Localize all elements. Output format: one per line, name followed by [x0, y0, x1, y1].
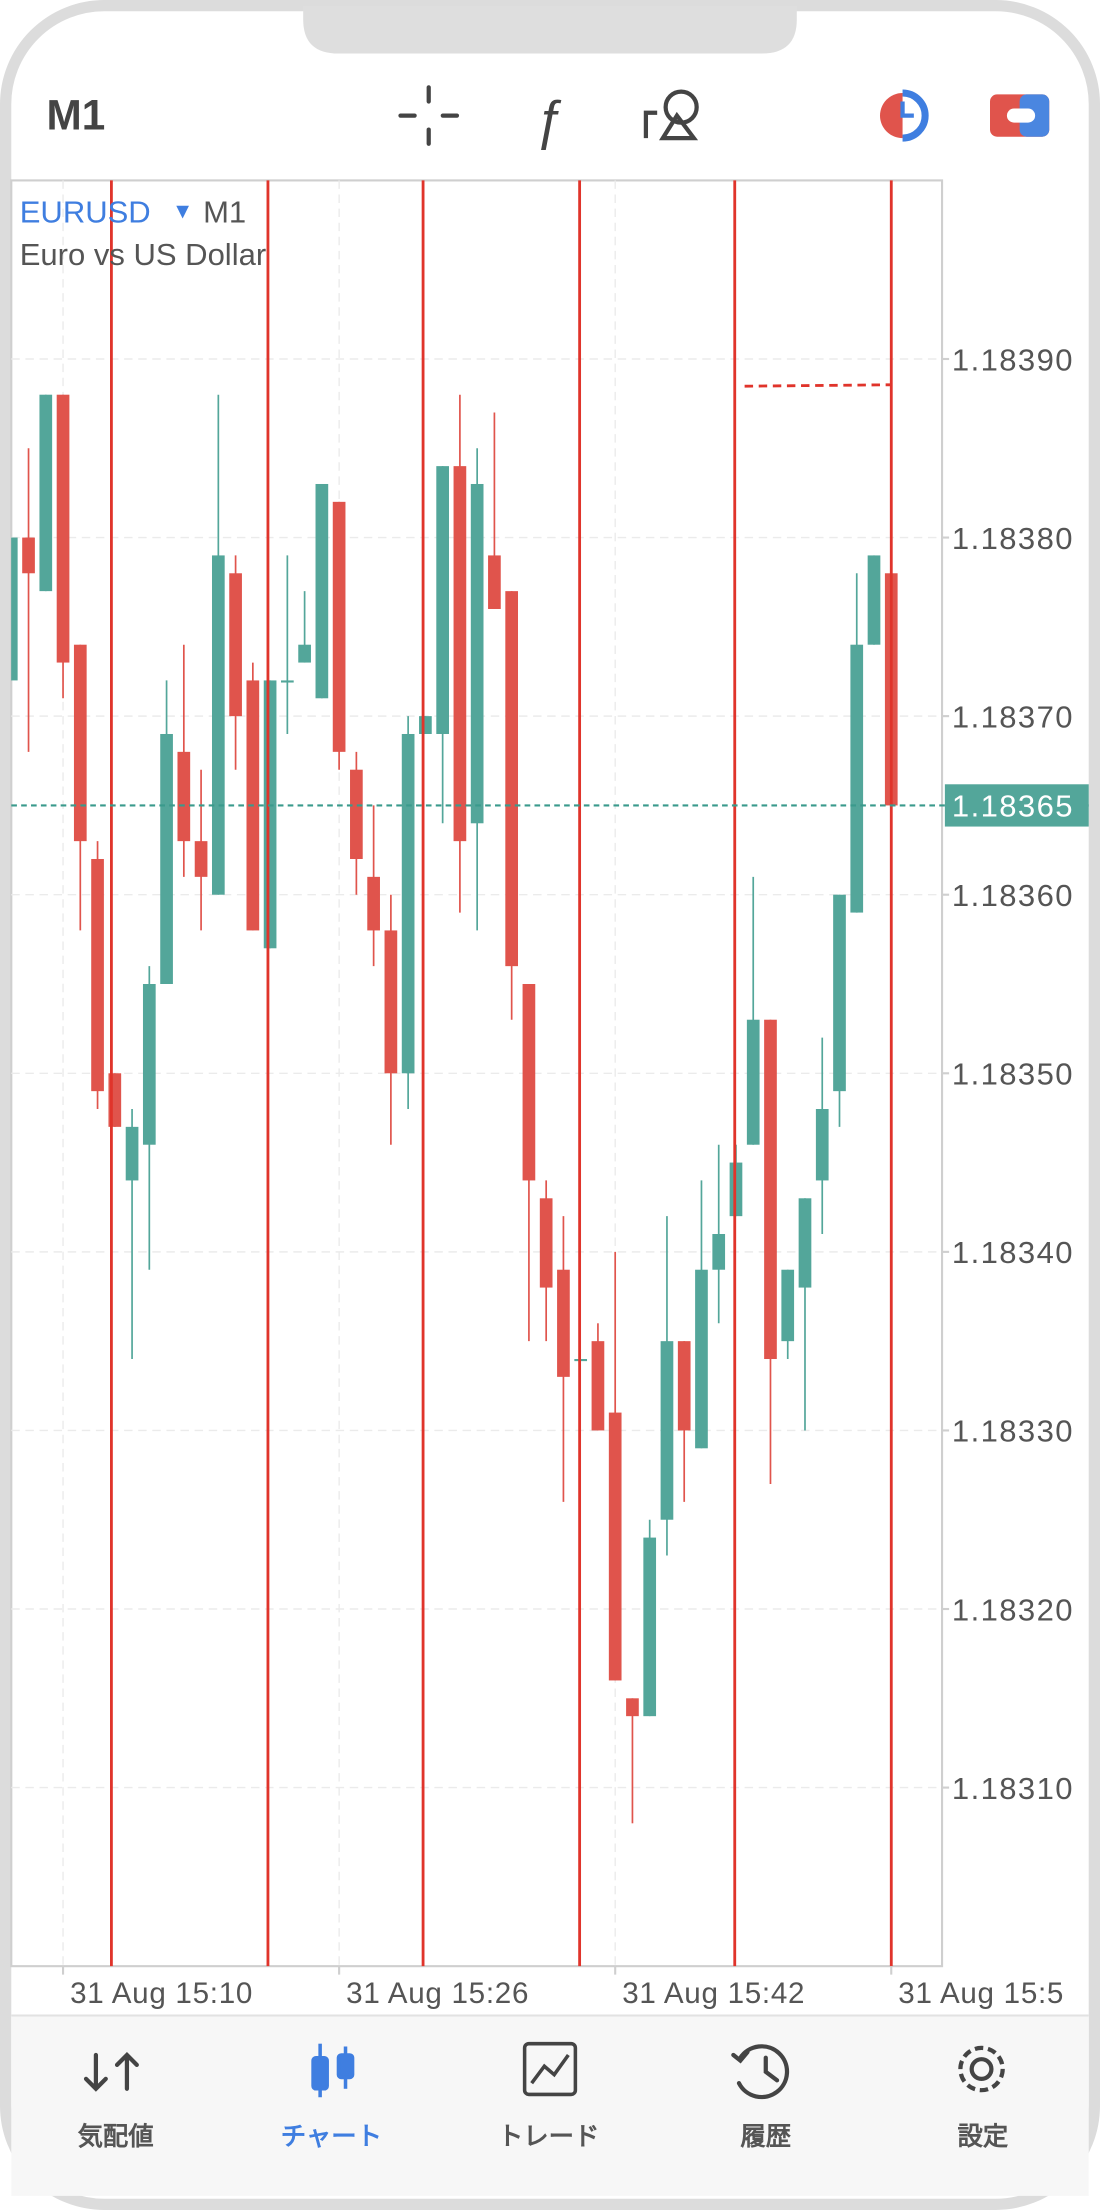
x-tick-label: 31 Aug 15:26	[346, 1977, 529, 2010]
candle-body	[453, 466, 467, 842]
candle-body	[350, 769, 363, 859]
candle-body	[660, 1341, 674, 1520]
chart-timeframe: M1	[203, 195, 246, 230]
candle-body	[522, 983, 536, 1181]
candle-body	[263, 680, 277, 949]
candle-body	[470, 483, 484, 824]
candle-body	[73, 644, 87, 842]
tabs: 気配値 チャート トレード 履歴 設定	[78, 2122, 1009, 2151]
y-tick-label: 1.18370	[952, 699, 1074, 734]
candle-body	[712, 1234, 726, 1270]
candle-body	[367, 876, 380, 931]
candle-body	[91, 858, 104, 1092]
candle-body	[833, 894, 846, 1092]
candle-body	[608, 1412, 622, 1681]
symbol-dropdown[interactable]	[176, 205, 189, 219]
history-icon[interactable]	[731, 2044, 790, 2100]
candle-body	[298, 644, 311, 663]
tab-label[interactable]: 気配値	[78, 2122, 154, 2151]
candle-body	[557, 1269, 570, 1377]
y-tick-label: 1.18390	[952, 342, 1074, 377]
candle-body	[142, 983, 156, 1145]
candle-body	[677, 1341, 691, 1431]
candle-body	[22, 537, 35, 574]
y-tick-label: 1.18350	[952, 1057, 1074, 1092]
candle-body	[643, 1537, 657, 1717]
x-tick-label: 31 Aug 15:42	[622, 1977, 805, 2010]
candle-body	[764, 1019, 777, 1360]
candle-body	[229, 573, 242, 717]
tab-label[interactable]: チャート	[281, 2123, 382, 2151]
settings-icon[interactable]	[958, 2045, 1005, 2093]
notch	[303, 5, 797, 54]
timeframe-button[interactable]: M1	[47, 92, 106, 139]
x-tick-label: 31 Aug 15:5	[898, 1977, 1064, 2010]
objects-icon[interactable]	[643, 89, 699, 141]
candle-body	[281, 680, 294, 683]
trade-icon[interactable]	[880, 89, 929, 142]
candle-body	[384, 930, 398, 1074]
candle-body	[419, 716, 432, 734]
tab-bar	[11, 2015, 1089, 2196]
candle-body	[332, 501, 346, 752]
candle-body	[39, 394, 53, 592]
axes: 1.18390 1.18380 1.18370 1.18360 1.18350 1.183…	[11, 342, 1089, 2010]
candle-body	[11, 537, 18, 681]
candle-body	[867, 555, 881, 645]
candle-body	[401, 733, 415, 1074]
candle-body	[850, 644, 864, 913]
candle-body	[56, 394, 70, 663]
current-price-box	[944, 784, 1089, 827]
candle-body	[781, 1269, 795, 1342]
tab-label[interactable]: 履歴	[740, 2123, 791, 2151]
y-tick-label: 1.18360	[952, 878, 1074, 913]
x-tick-label: 31 Aug 15:10	[70, 1977, 253, 2010]
quotes-icon[interactable]	[83, 2051, 139, 2092]
candle-body	[746, 1019, 760, 1145]
candle-body	[177, 751, 191, 842]
candles	[11, 394, 898, 1824]
indicator-icon[interactable]: ƒ	[534, 91, 564, 151]
candle-body	[505, 591, 519, 967]
candle-body	[798, 1198, 812, 1288]
chart-icon[interactable]	[311, 2043, 355, 2098]
account-icon[interactable]	[990, 94, 1050, 137]
vertical-lines	[110, 180, 893, 1967]
trade-tab-icon[interactable]	[522, 2041, 578, 2097]
y-tick-label: 1.18380	[952, 521, 1074, 556]
candle-body	[626, 1698, 639, 1717]
symbol[interactable]: EURUSD	[20, 195, 151, 230]
symbol-description: Euro vs US Dollar	[20, 237, 266, 272]
y-tick-label: 1.18320	[952, 1592, 1074, 1627]
candle-body	[695, 1269, 708, 1449]
tab-label[interactable]: トレード	[498, 2123, 599, 2151]
candle-body	[436, 466, 449, 734]
tab-label[interactable]: 設定	[958, 2122, 1009, 2151]
candle-body	[160, 733, 173, 984]
candle-body	[539, 1198, 553, 1288]
candle-body	[125, 1126, 139, 1181]
current-price-label: 1.18365	[952, 789, 1074, 824]
y-tick-label: 1.18340	[952, 1235, 1074, 1270]
y-tick-label: 1.18310	[952, 1771, 1074, 1806]
y-tick-label: 1.18330	[952, 1414, 1074, 1449]
candle-body	[211, 555, 225, 895]
candle-body	[591, 1341, 605, 1431]
candle-body	[815, 1109, 829, 1181]
candle-body	[315, 483, 329, 699]
candle-body	[194, 841, 208, 877]
crosshair-icon[interactable]	[398, 85, 460, 146]
dashed-line	[744, 383, 892, 388]
candle-body	[488, 555, 501, 609]
